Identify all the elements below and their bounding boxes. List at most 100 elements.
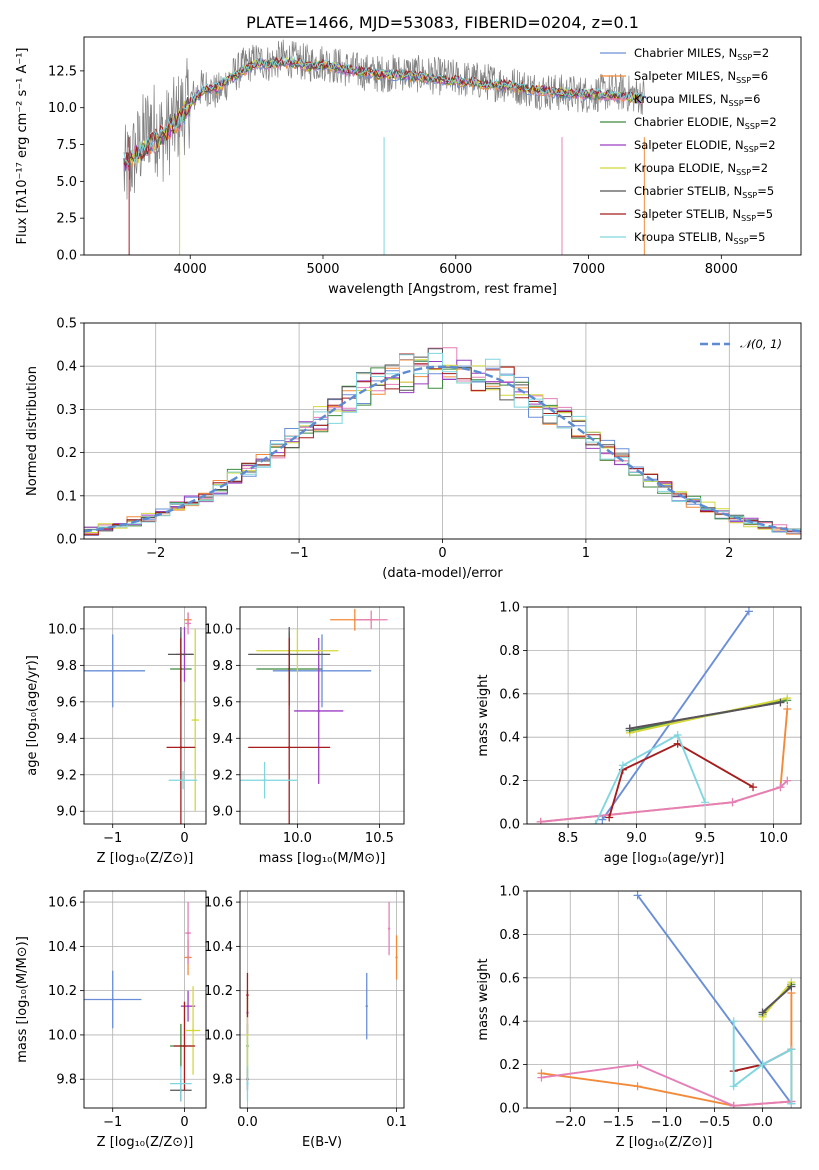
x-tick-label: −1.5 [603, 1115, 635, 1130]
weight-marker [787, 982, 796, 991]
y-tick-label: 9.6 [56, 695, 77, 710]
weight-marker [536, 817, 545, 824]
y-tick-label: 7.5 [56, 138, 77, 153]
y-tick-label: 0.8 [499, 644, 520, 659]
x-tick-label: 2 [725, 546, 733, 561]
axes-spectrum: 4000 5000 6000 7000 8000 0.0 2.5 5.0 7.5 10.0 12.5… [15, 36, 802, 297]
y-tick-label: 9.2 [212, 768, 233, 783]
y-tick-label: 0.3 [56, 403, 77, 418]
x-axis-label: (data-model)/error [382, 566, 503, 581]
legend-label: 𝒩(0, 1) [740, 337, 782, 351]
plot-area-residuals [84, 347, 801, 536]
y-axis-label: age [log₁₀(age/yr)] [25, 655, 40, 776]
x-tick-label: 10.0 [283, 831, 312, 846]
chart-title: PLATE=1466, MJD=53083, FIBERID=0204, z=0… [246, 13, 639, 32]
y-tick-label: 10.0 [48, 622, 77, 637]
data-point [246, 1082, 249, 1085]
weight-marker [749, 783, 758, 792]
x-tick-label: 10.5 [365, 831, 394, 846]
x-tick-label: −1.0 [651, 1115, 683, 1130]
legend-label: Salpeter STELIB, NSSP=5 [634, 207, 773, 223]
data-point [288, 746, 291, 749]
axes-frame [526, 890, 802, 1109]
weight-line [540, 779, 788, 823]
normal-curve [84, 365, 801, 533]
data-point [263, 779, 266, 782]
weight-marker [605, 813, 614, 822]
y-tick-label: 9.4 [56, 732, 77, 747]
weight-line [601, 610, 750, 821]
data-point [111, 669, 114, 673]
axes-residuals: −2 −1 0 1 2 0.0 0.1 0.2 0.3 0.4 0.5 (data-model)/er… [25, 317, 802, 581]
y-tick-label: 0.2 [499, 774, 520, 789]
y-axis-label: Normed distribution [25, 366, 40, 496]
legend: 𝒩(0, 1) [700, 337, 782, 351]
plot-area-mass-vs-Z [84, 902, 201, 1102]
data-point [246, 1033, 249, 1037]
plot-area-weight-vs-Z [537, 891, 796, 1108]
legend: Chabrier MILES, NSSP=2 Salpeter MILES, NS… [600, 46, 777, 246]
legend-label: Salpeter MILES, NSSP=6 [634, 69, 768, 85]
x-tick-label: −1 [103, 1115, 122, 1130]
data-point [186, 931, 190, 935]
data-point [370, 618, 373, 621]
x-tick-label: 6000 [439, 262, 472, 277]
data-point [194, 718, 197, 722]
legend-label: Salpeter ELODIE, NSSP=2 [634, 138, 776, 154]
legend-label: Kroupa MILES, NSSP=6 [634, 92, 760, 108]
y-tick-label: 5.0 [56, 175, 77, 190]
data-point [181, 779, 185, 782]
weight-marker [776, 783, 785, 792]
weight-marker [787, 1045, 796, 1054]
x-tick-label: 0.0 [237, 1115, 258, 1130]
y-tick-label: 0.4 [499, 731, 520, 746]
y-tick-label: 0.6 [499, 687, 520, 702]
plot-area-spectrum [123, 39, 649, 255]
legend-label: Kroupa ELODIE, NSSP=2 [634, 161, 768, 177]
y-tick-label: 0.4 [56, 360, 77, 375]
axes-weight-vs-age: 8.5 9.0 9.5 10.0 0.0 0.2 0.4 0.6 0.8 1.0 age [log₁… [476, 601, 802, 866]
y-tick-label: 0.0 [499, 1102, 520, 1117]
axes-weight-vs-Z: −2.0 −1.5 −1.0 −0.5 0.0 0.0 0.2 0.4 0.6 0.8 1.0 Z [… [476, 885, 802, 1150]
weight-marker [591, 820, 600, 824]
weight-line [608, 742, 754, 818]
y-tick-label: 10.2 [204, 984, 233, 999]
axes-frame [83, 322, 802, 540]
y-tick-label: 1.0 [499, 601, 520, 616]
x-tick-label: 10.0 [759, 831, 788, 846]
x-tick-label: −0.5 [699, 1115, 731, 1130]
weight-marker [729, 1101, 738, 1108]
weight-marker [701, 798, 710, 807]
data-point [296, 649, 299, 652]
legend-label: Chabrier ELODIE, NSSP=2 [634, 115, 777, 131]
y-tick-label: 2.5 [56, 212, 77, 227]
x-tick-label: 0 [438, 546, 446, 561]
x-tick-label: 9.5 [695, 831, 716, 846]
weight-marker [633, 1082, 642, 1091]
x-tick-label: 0.0 [752, 1115, 773, 1130]
y-tick-label: 9.8 [212, 1073, 233, 1088]
x-tick-label: −1 [103, 831, 122, 846]
axes-mass-vs-EBV: 0.0 0.1 9.8 10.0 10.2 10.4 10.6 E(B-V) [204, 890, 407, 1150]
x-tick-label: 4000 [174, 262, 207, 277]
y-tick-label: 10.4 [48, 940, 77, 955]
data-point [365, 1004, 368, 1008]
legend-label: Kroupa STELIB, NSSP=5 [634, 230, 765, 246]
weight-marker [729, 1082, 738, 1091]
weight-marker [744, 607, 753, 616]
y-tick-label: 0.0 [499, 818, 520, 833]
axes-frame [526, 606, 802, 825]
x-tick-label: −1 [290, 546, 309, 561]
x-tick-label: 8.5 [558, 831, 579, 846]
weight-marker [776, 698, 785, 707]
weight-marker [633, 891, 642, 900]
model-spectrum-8 [123, 54, 644, 167]
weight-marker [783, 776, 792, 785]
y-tick-label: 10.6 [48, 896, 77, 911]
y-tick-label: 0.5 [56, 317, 77, 332]
axes-age-vs-Z: −1 0 9.0 9.2 9.4 9.6 9.8 10.0 Z [log₁₀(Z/Z⊙)] age… [25, 606, 207, 866]
y-tick-label: 0.8 [499, 928, 520, 943]
y-tick-label: 9.2 [56, 768, 77, 783]
y-tick-label: 9.8 [212, 659, 233, 674]
x-tick-label: −2.0 [554, 1115, 586, 1130]
